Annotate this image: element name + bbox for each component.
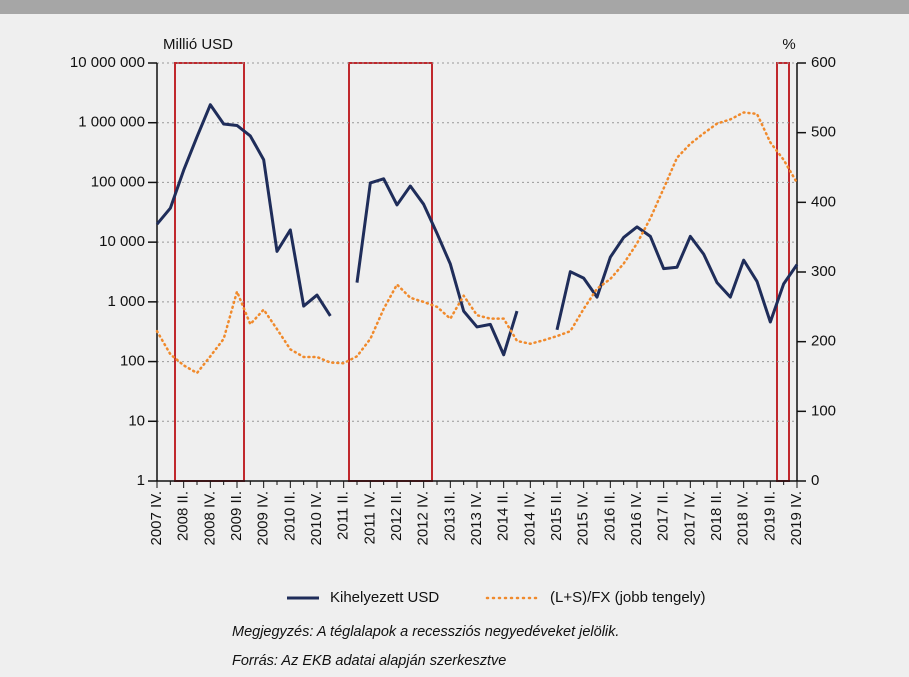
y-tick-label: 1	[137, 472, 145, 489]
x-tick-label: 2019 II.	[761, 491, 778, 541]
x-tick-label: 2015 IV.	[575, 491, 592, 546]
y-tick-label: 1 000	[107, 293, 145, 310]
y2-axis-label: %	[782, 36, 795, 53]
x-tick-label: 2013 IV.	[468, 491, 485, 546]
x-tick-label: 2008 II.	[175, 491, 192, 541]
x-tick-label: 2014 IV.	[521, 491, 538, 546]
y-tick-label: 10 000	[99, 233, 145, 250]
x-tick-label: 2015 II.	[548, 491, 565, 541]
x-tick-label: 2011 IV.	[361, 491, 378, 544]
y2-tick-label: 0	[811, 472, 819, 489]
header-bar	[0, 0, 909, 14]
legend-label: (L+S)/FX (jobb tengely)	[550, 589, 706, 606]
legend-label: Kihelyezett USD	[330, 589, 439, 606]
series-line	[155, 111, 799, 375]
x-tick-label: 2007 IV.	[148, 491, 165, 546]
x-tick-label: 2019 IV.	[788, 491, 805, 546]
recession-box	[776, 62, 790, 482]
x-tick-label: 2014 II.	[495, 491, 512, 541]
recessions	[174, 62, 790, 482]
x-tick-label: 2017 II.	[655, 491, 672, 541]
x-tick-label: 2018 IV.	[735, 491, 752, 546]
source: Forrás: Az EKB adatai alapján szerkesztv…	[232, 653, 506, 669]
recession-box	[348, 62, 433, 482]
y2-tick-label: 600	[811, 54, 836, 71]
note: Megjegyzés: A téglalapok a recessziós ne…	[232, 624, 619, 640]
x-tick-label: 2008 IV.	[201, 491, 218, 546]
y2-tick-label: 300	[811, 263, 836, 280]
y2-tick-label: 200	[811, 333, 836, 350]
y-tick-label: 10 000 000	[70, 54, 145, 71]
y-tick-label: 100 000	[91, 173, 145, 190]
x-tick-label: 2012 II.	[388, 491, 405, 541]
series-line	[155, 103, 799, 357]
x-tick-label: 2011 II.	[335, 491, 352, 540]
y-tick-label: 10	[128, 412, 145, 429]
y2-tick-label: 400	[811, 193, 836, 210]
y-axis-label: Millió USD	[163, 36, 233, 53]
x-tick-label: 2010 IV.	[308, 491, 325, 546]
x-tick-label: 2017 IV.	[681, 491, 698, 546]
y-tick-label: 1 000 000	[78, 114, 145, 131]
x-tick-label: 2010 II.	[281, 491, 298, 541]
x-tick-label: 2009 II.	[228, 491, 245, 541]
y2-tick-label: 500	[811, 124, 836, 141]
x-tick-label: 2016 II.	[601, 491, 618, 541]
y-tick-label: 100	[120, 353, 145, 370]
x-tick-label: 2018 II.	[708, 491, 725, 541]
x-tick-label: 2012 IV.	[415, 491, 432, 546]
x-tick-label: 2016 IV.	[628, 491, 645, 546]
y2-tick-label: 100	[811, 402, 836, 419]
x-tick-label: 2009 IV.	[255, 491, 272, 546]
x-tick-label: 2013 II.	[441, 491, 458, 541]
